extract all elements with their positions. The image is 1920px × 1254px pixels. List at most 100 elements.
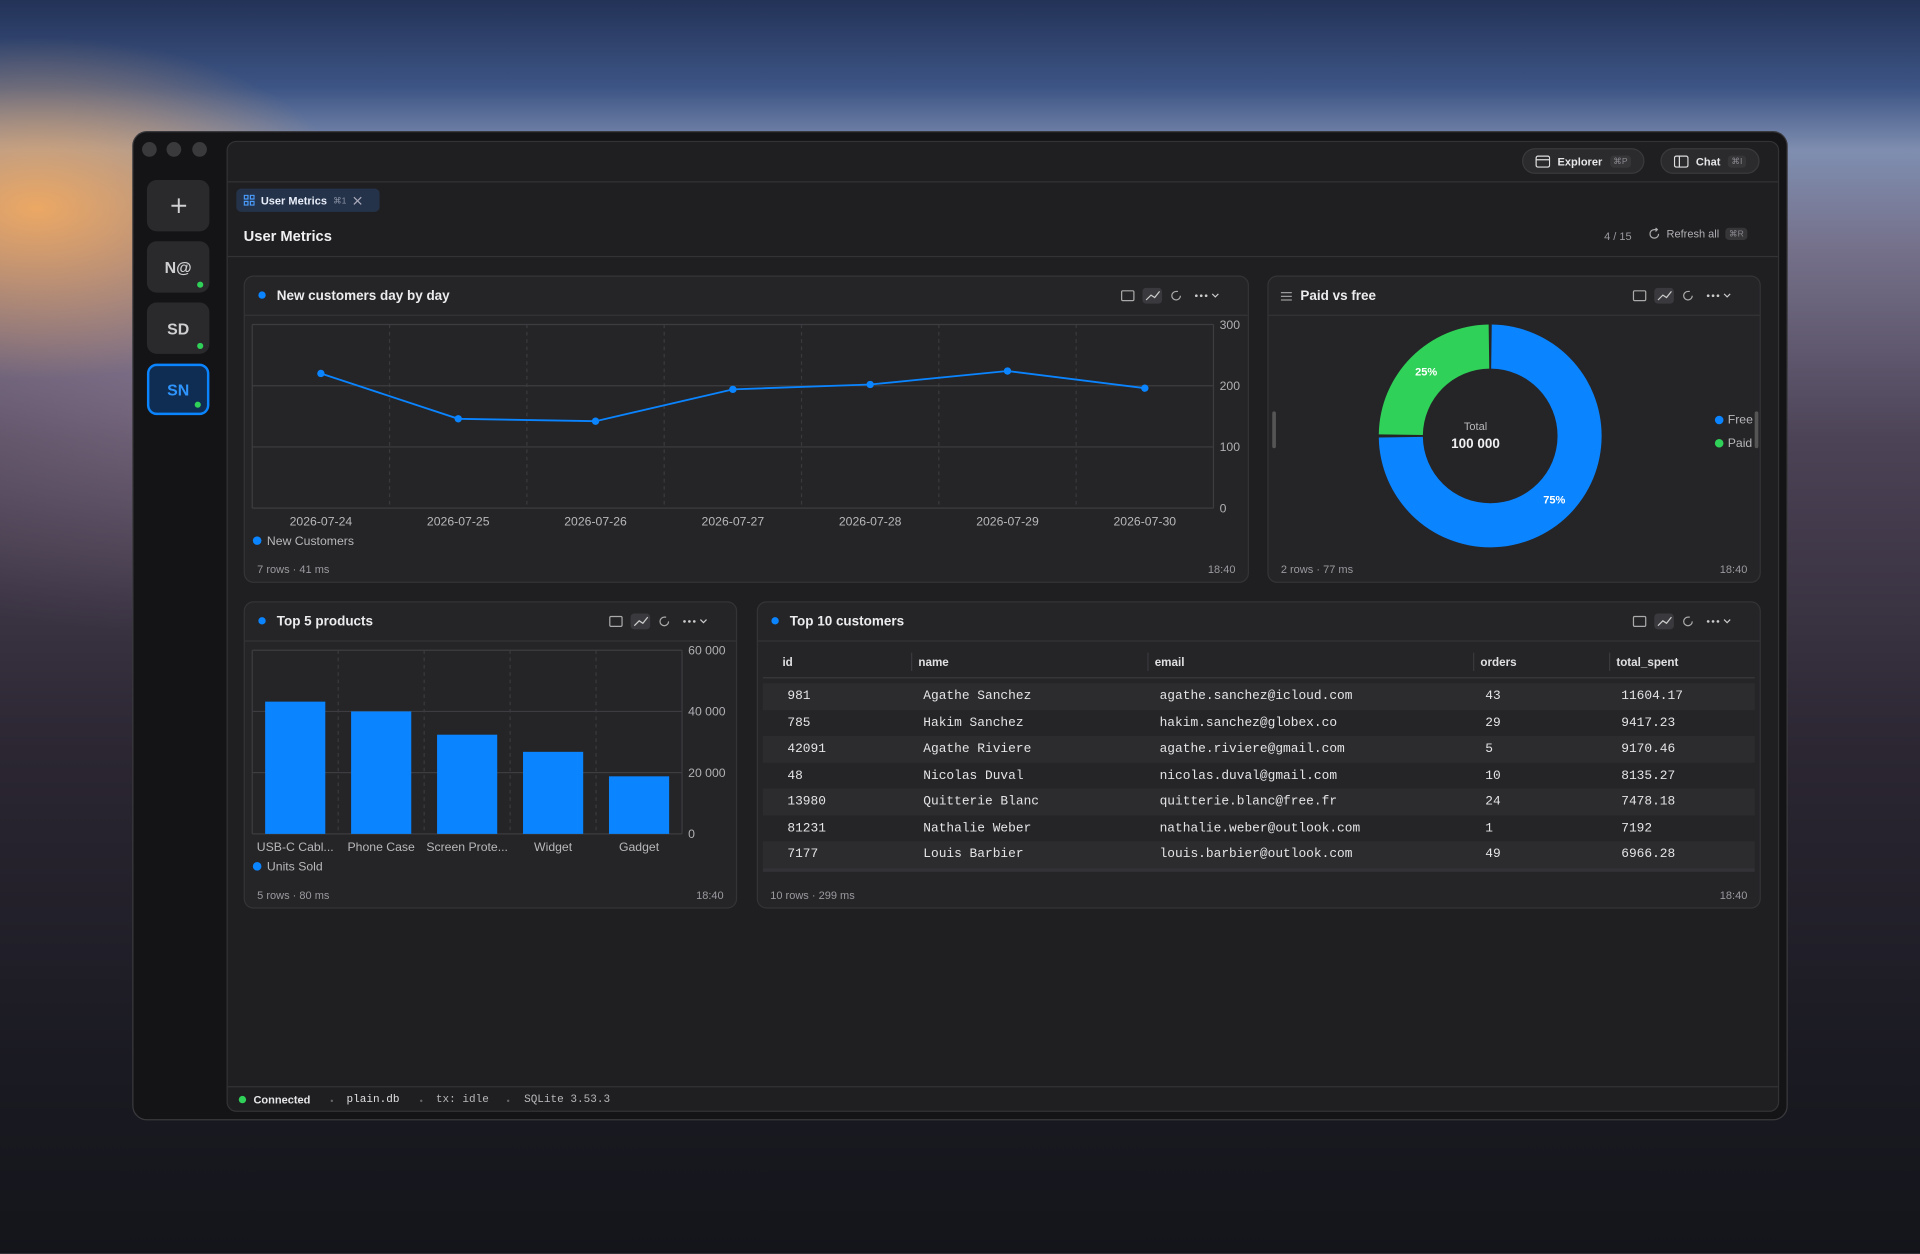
widget-toolbar[interactable] <box>1627 613 1745 630</box>
more-icon <box>1706 294 1710 298</box>
chart: 75% Free 25% Paid Total 100 000 <box>1272 324 1759 548</box>
cell: quitterie.blanc@free.fr <box>1159 794 1338 810</box>
center-label: Total <box>1464 421 1487 433</box>
connection[interactable]: N@ <box>146 241 210 293</box>
cell: Nicolas Duval <box>923 768 1024 784</box>
row-stripe <box>762 683 1755 710</box>
y-tick-label: 100 <box>1220 440 1241 454</box>
connection-label: SD <box>167 318 190 338</box>
icon <box>1535 154 1551 168</box>
tab[interactable]: User Metrics ⌘1 <box>236 188 380 212</box>
column-header: orders <box>1480 656 1517 670</box>
divider <box>227 255 1778 258</box>
widget-icon <box>1280 292 1292 301</box>
status-bar: Connected plain.db tx: idle SQLite 3.53.… <box>227 1086 1778 1112</box>
row-stripe <box>762 841 1755 868</box>
divider <box>227 181 1778 183</box>
chat-button[interactable]: Chat ⌘I <box>1660 148 1760 174</box>
widget-footer: 5 rows · 80 ms 18:40 <box>257 889 724 901</box>
data-point <box>1141 384 1149 392</box>
cell: Agathe Sanchez <box>923 689 1032 705</box>
center-value: 100 000 <box>1451 436 1500 451</box>
tab-close[interactable] <box>353 195 363 205</box>
x-tick-label: Widget <box>534 840 573 854</box>
database: plain.db <box>346 1093 400 1106</box>
x-tick-label: 2026-07-28 <box>839 514 902 528</box>
status-dot <box>194 401 201 408</box>
connection-state: Connected <box>253 1093 311 1106</box>
more-icon <box>1204 294 1208 298</box>
more-icon <box>692 620 696 623</box>
data-point <box>591 417 600 425</box>
cell: Nathalie Weber <box>923 821 1032 836</box>
table-widget: Top 10 customers 10 rows · 299 ms 18:40 i… <box>756 601 1761 909</box>
cell: Hakim Sanchez <box>923 715 1024 731</box>
x-tick-label: 2026-07-29 <box>976 514 1039 528</box>
cell: Agathe Riviere <box>923 742 1032 757</box>
cell: 7192 <box>1621 821 1653 836</box>
cell: 981 <box>787 689 811 705</box>
cell: 48 <box>787 768 803 784</box>
refresh-all-button[interactable]: Refresh all ⌘R <box>1648 227 1748 241</box>
more-icon <box>1716 620 1720 623</box>
bar <box>523 751 584 834</box>
widget-footer: 10 rows · 299 ms 18:40 <box>770 889 1747 901</box>
x-tick-label: Screen Prote... <box>426 840 508 854</box>
widget-dot <box>771 617 779 625</box>
widget-toolbar[interactable] <box>604 613 722 630</box>
separator <box>420 1099 423 1103</box>
connection-selected[interactable]: SN <box>146 363 210 416</box>
more-icon <box>1711 294 1715 298</box>
more-icon <box>688 620 691 623</box>
connection-label: SN <box>167 380 190 399</box>
explorer-button[interactable]: Explorer ⌘P <box>1522 148 1645 174</box>
more-icon <box>683 620 686 623</box>
bar <box>265 701 326 834</box>
footer-time: 18:40 <box>1719 888 1748 902</box>
footer-time: 18:40 <box>1719 563 1748 576</box>
x-tick-label: 2026-07-27 <box>702 514 765 528</box>
more-icon <box>1716 294 1720 298</box>
data-point <box>866 380 874 389</box>
widget-footer: 7 rows · 41 ms 18:40 <box>257 563 1235 575</box>
zoom-button[interactable] <box>192 142 207 157</box>
data-point <box>1003 367 1012 375</box>
bar <box>608 776 670 834</box>
widget-toolbar[interactable] <box>1627 287 1745 305</box>
more-icon <box>1711 620 1715 623</box>
y-tick-label: 300 <box>1220 318 1241 332</box>
x-tick-label: Gadget <box>619 840 660 854</box>
x-tick-label: 2026-07-30 <box>1114 514 1177 528</box>
add-connection[interactable] <box>146 180 210 232</box>
engine: SQLite 3.53.3 <box>524 1093 611 1106</box>
footer-info: 7 rows · 41 ms <box>257 563 330 576</box>
legend-label: Free <box>1728 413 1753 427</box>
row-stripe <box>762 788 1755 815</box>
bar <box>351 711 412 834</box>
cell: 7177 <box>787 847 819 863</box>
transaction: tx: idle <box>435 1093 489 1106</box>
data-point <box>317 369 325 378</box>
separator <box>506 1099 510 1103</box>
bar-widget: Top 5 products 5 rows · 80 ms 18:40 0 20 0… <box>243 601 738 909</box>
widget-count: 4 / 15 <box>1604 230 1632 243</box>
widget-toolbar[interactable] <box>1116 287 1234 305</box>
widget-footer: 2 rows · 77 ms 18:40 <box>1281 563 1748 575</box>
separator <box>330 1099 334 1103</box>
slice-label: 75% <box>1543 495 1565 507</box>
connection[interactable]: SD <box>146 302 210 354</box>
legend-label: New Customers <box>267 534 354 548</box>
minimize-button[interactable] <box>166 142 182 157</box>
more-icon <box>1194 294 1198 298</box>
footer-info: 2 rows · 77 ms <box>1280 563 1354 576</box>
cell: Louis Barbier <box>923 847 1024 863</box>
cell: agathe.sanchez@icloud.com <box>1159 689 1353 705</box>
legend-swatch <box>1714 438 1724 448</box>
chart-view-icon <box>1657 616 1672 627</box>
close-button[interactable] <box>142 142 157 157</box>
scroll-shadow <box>762 868 1755 872</box>
chevron-icon <box>1723 293 1731 298</box>
pie-slice <box>1378 324 1602 548</box>
widget-dot <box>258 617 266 625</box>
